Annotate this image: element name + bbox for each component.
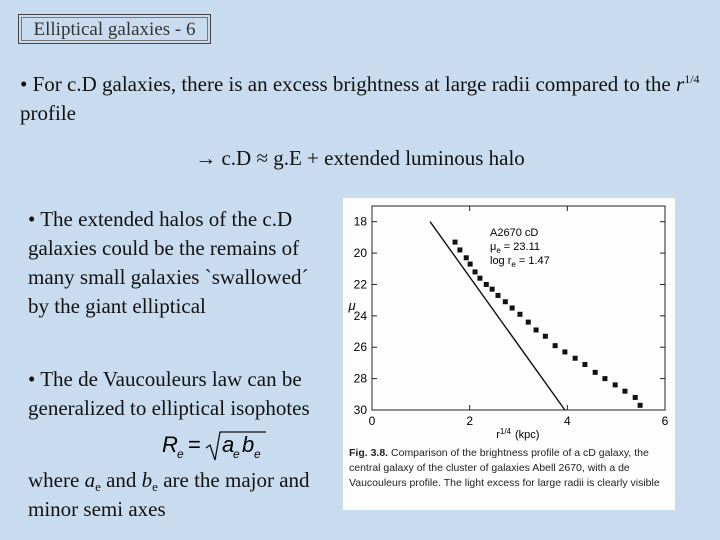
- data-point: [542, 333, 548, 339]
- text: and: [106, 468, 137, 492]
- annotation-text: μ: [490, 241, 496, 253]
- data-point: [582, 361, 588, 367]
- data-point: [472, 269, 478, 275]
- formula-subscript: e: [254, 447, 261, 461]
- superscript: 1/4: [684, 72, 700, 86]
- data-point: [525, 319, 531, 325]
- formula-symbol: b: [242, 432, 254, 457]
- caption-label: Fig. 3.8.: [349, 447, 389, 459]
- data-point: [637, 402, 643, 408]
- annotation-text: = 1.47: [519, 255, 550, 267]
- x-tick-label: 6: [662, 414, 669, 428]
- data-point: [477, 275, 483, 281]
- x-tick-label: 4: [564, 414, 571, 428]
- text-block: where ae and be are the major and minor …: [28, 466, 328, 524]
- formula: R e = a e b e: [162, 431, 266, 461]
- bullet: • For c.D galaxies, there is an excess b…: [20, 70, 710, 128]
- formula-subscript: e: [177, 447, 184, 461]
- annotation-text: = 23.11: [504, 241, 540, 253]
- figure: μ r1/4 (kpc) 0 2 4 6 18 20 22 24 26 28 30 A2670 cD μ…: [343, 198, 675, 510]
- y-tick-label: 18: [354, 215, 368, 229]
- text: are the major and minor semi axes: [28, 468, 310, 521]
- data-point: [517, 311, 523, 317]
- bullet: • The de Vaucouleurs law can be generali…: [28, 367, 310, 420]
- annotation-subscript: e: [511, 260, 516, 269]
- x-axis-label-var: r: [496, 429, 500, 441]
- data-point: [602, 376, 608, 382]
- radical-sign: [205, 431, 266, 461]
- annotation: log re = 1.47: [490, 255, 550, 269]
- data-point: [452, 239, 458, 245]
- formula-symbol: a: [222, 432, 234, 457]
- data-point: [552, 343, 558, 349]
- y-tick-label: 22: [354, 277, 368, 291]
- y-tick-label: 28: [354, 372, 368, 386]
- y-tick-label: 26: [354, 340, 368, 354]
- formula-symbol: R: [162, 432, 178, 457]
- variable: b: [141, 468, 153, 492]
- data-point: [622, 388, 628, 394]
- data-point: [592, 369, 598, 375]
- y-tick-label: 20: [354, 246, 368, 260]
- text: • For c.D galaxies, there is an excess b…: [20, 72, 671, 96]
- data-point: [489, 286, 495, 292]
- data-point: [495, 292, 501, 298]
- caption: Fig. 3.8. Comparison of the brightness p…: [349, 446, 671, 491]
- annotation-text: log r: [490, 255, 512, 267]
- data-point: [463, 255, 469, 261]
- x-axis-label: r1/4: [496, 427, 511, 441]
- variable: r: [676, 72, 685, 96]
- x-tick-label: 0: [369, 414, 376, 428]
- x-tick-label: 2: [466, 414, 473, 428]
- equation-line: → c.D ≈ g.E + extended luminous halo: [195, 146, 525, 170]
- x-axis-label-sup: 1/4: [500, 427, 512, 436]
- model-line: [429, 221, 566, 410]
- y-tick-label: 24: [354, 309, 368, 323]
- y-axis-label: μ: [347, 298, 355, 313]
- x-axis-label-unit: (kpc): [515, 429, 539, 441]
- annotation: A2670 cD: [490, 227, 538, 239]
- data-point: [483, 281, 489, 287]
- data-point: [457, 247, 463, 253]
- data-point: [509, 305, 515, 311]
- variable: a: [84, 468, 96, 492]
- data-point: [502, 299, 508, 305]
- annotation-subscript: e: [496, 246, 501, 255]
- data-point: [612, 382, 618, 388]
- text: where: [28, 468, 80, 492]
- data-point: [572, 355, 578, 361]
- subscript: e: [95, 479, 101, 494]
- data-point: [467, 261, 473, 267]
- plot-frame: [371, 205, 666, 411]
- caption-text: Comparison of the brightness profile of …: [349, 447, 660, 489]
- slide-title: Elliptical galaxies - 6: [18, 14, 211, 44]
- data-point: [533, 327, 539, 333]
- formula-symbol: =: [188, 432, 201, 457]
- annotation: μe = 23.11: [490, 241, 540, 255]
- data-point: [632, 394, 638, 400]
- bullet: • The extended halos of the c.D galaxies…: [28, 207, 309, 318]
- data-point: [562, 349, 568, 355]
- subscript: e: [152, 479, 158, 494]
- text: profile: [20, 101, 76, 125]
- formula-subscript: e: [233, 447, 240, 461]
- y-tick-label: 30: [354, 403, 368, 417]
- annotation-text: A2670 cD: [490, 227, 538, 239]
